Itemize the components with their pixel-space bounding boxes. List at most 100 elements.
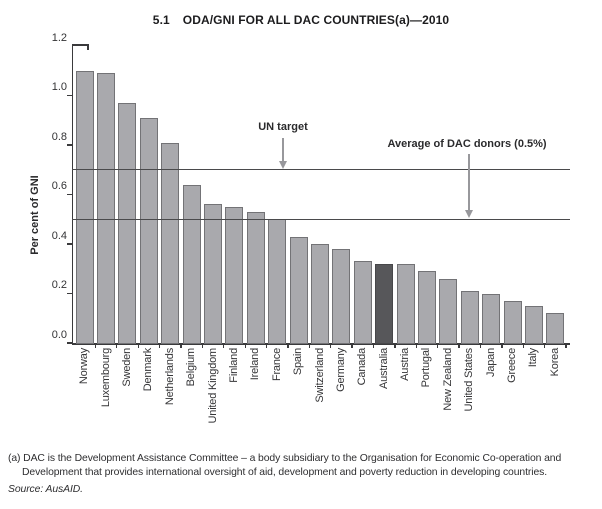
y-tick-0.8 <box>67 144 72 146</box>
un-target-arrow-stem <box>282 138 284 162</box>
x-label-sweden: Sweden <box>120 348 133 387</box>
un-target-arrow-icon <box>278 161 287 169</box>
x-tick-1 <box>94 343 97 348</box>
bar-germany <box>332 248 351 344</box>
bar-finland <box>225 206 244 344</box>
x-tick-16 <box>415 343 417 348</box>
x-tick-17 <box>437 343 439 348</box>
dac-average-arrow-stem <box>468 154 470 211</box>
bar-france <box>268 219 287 344</box>
x-label-korea: Korea <box>548 348 561 377</box>
y-axis-line <box>71 44 73 344</box>
y-tick-label-0.8: 0.8 <box>51 130 67 143</box>
bar-greece <box>503 300 522 344</box>
x-label-portugal: Portugal <box>420 348 433 388</box>
x-label-spain: Spain <box>292 348 305 376</box>
footnote-line-2: Development that provides international … <box>22 466 548 478</box>
x-tick-18 <box>458 343 460 348</box>
bar-belgium <box>182 184 201 344</box>
x-tick-2 <box>116 343 118 348</box>
bar-luxembourg <box>97 73 116 344</box>
dac-average-label: Average of DAC donors (0.5%) <box>387 138 547 150</box>
chart-title-text: ODA/GNI FOR ALL DAC COUNTRIES(a)—2010 <box>182 13 450 27</box>
bar-new-zealand <box>439 278 458 344</box>
x-tick-15 <box>394 343 396 348</box>
x-tick-23 <box>565 343 567 348</box>
bar-norway <box>75 70 94 344</box>
source-note: Source: AusAID. <box>8 484 83 495</box>
dac-average-arrow-icon <box>464 210 473 218</box>
x-label-japan: Japan <box>484 348 497 377</box>
x-label-italy: Italy <box>527 348 540 368</box>
x-tick-19 <box>479 343 482 348</box>
y-tick-1.0 <box>67 94 72 97</box>
x-tick-14 <box>372 343 375 348</box>
x-label-united-kingdom: United Kingdom <box>206 348 219 424</box>
bar-denmark <box>139 117 158 344</box>
x-tick-4 <box>158 343 161 348</box>
x-tick-13 <box>351 343 353 348</box>
y-tick-label-1.2: 1.2 <box>51 31 67 44</box>
bar-canada <box>353 261 372 344</box>
x-label-belgium: Belgium <box>185 348 198 387</box>
bar-sweden <box>118 102 137 344</box>
y-axis-title: Per cent of GNI <box>29 175 41 255</box>
y-axis-top-cap-drop <box>87 44 89 50</box>
y-tick-0.4 <box>67 243 72 245</box>
bar-spain <box>289 236 308 344</box>
x-tick-9 <box>265 343 268 348</box>
y-tick-0.0 <box>67 342 72 344</box>
bar-chart: Per cent of GNI UN target Average of DAC… <box>29 31 570 423</box>
bar-australia <box>375 263 394 344</box>
footnote: (a) DAC is the Development Assistance Co… <box>8 452 600 497</box>
dac-average-line <box>72 218 570 220</box>
x-label-germany: Germany <box>334 348 347 392</box>
y-tick-label-0.4: 0.4 <box>51 229 67 242</box>
y-tick-label-0.6: 0.6 <box>51 180 67 192</box>
x-tick-21 <box>522 343 524 348</box>
x-label-france: France <box>270 348 283 382</box>
bar-united-states <box>460 291 479 344</box>
x-tick-10 <box>287 343 289 348</box>
x-label-austria: Austria <box>399 348 412 381</box>
bar-austria <box>396 263 415 344</box>
x-label-australia: Australia <box>377 348 390 389</box>
bar-switzerland <box>311 244 329 344</box>
x-tick-20 <box>501 343 503 348</box>
x-label-ireland: Ireland <box>249 348 262 381</box>
x-label-denmark: Denmark <box>142 348 155 392</box>
y-tick-0.2 <box>67 292 72 295</box>
x-tick-22 <box>544 343 546 348</box>
x-tick-12 <box>330 343 332 348</box>
y-tick-0.6 <box>67 193 72 196</box>
bar-netherlands <box>161 142 180 344</box>
x-label-united-states: United States <box>463 348 476 412</box>
x-label-netherlands: Netherlands <box>163 348 176 406</box>
x-label-canada: Canada <box>356 348 369 386</box>
y-tick-label-0.2: 0.2 <box>51 279 67 291</box>
x-tick-5 <box>180 343 182 348</box>
x-tick-3 <box>137 343 139 348</box>
un-target-line <box>72 169 570 171</box>
bar-portugal <box>417 271 436 344</box>
y-tick-label-1.0: 1.0 <box>51 81 67 93</box>
y-tick-label-0.0: 0.0 <box>51 328 67 341</box>
bar-united-kingdom <box>204 204 223 344</box>
chart-title-number: 5.1 <box>152 13 170 27</box>
x-label-finland: Finland <box>227 348 240 383</box>
bar-japan <box>482 293 501 344</box>
footnote-line-1: (a) DAC is the Development Assistance Co… <box>8 453 562 464</box>
x-label-norway: Norway <box>78 348 91 385</box>
x-label-new-zealand: New Zealand <box>441 348 454 411</box>
bar-italy <box>524 305 543 344</box>
x-tick-7 <box>223 343 225 348</box>
y-axis-top-cap <box>71 44 89 46</box>
un-target-label: UN target <box>258 121 308 133</box>
x-tick-11 <box>308 343 310 348</box>
x-tick-8 <box>244 343 246 348</box>
bar-ireland <box>246 211 265 344</box>
x-tick-6 <box>201 343 204 348</box>
x-label-luxembourg: Luxembourg <box>99 348 112 408</box>
x-label-greece: Greece <box>506 348 519 383</box>
